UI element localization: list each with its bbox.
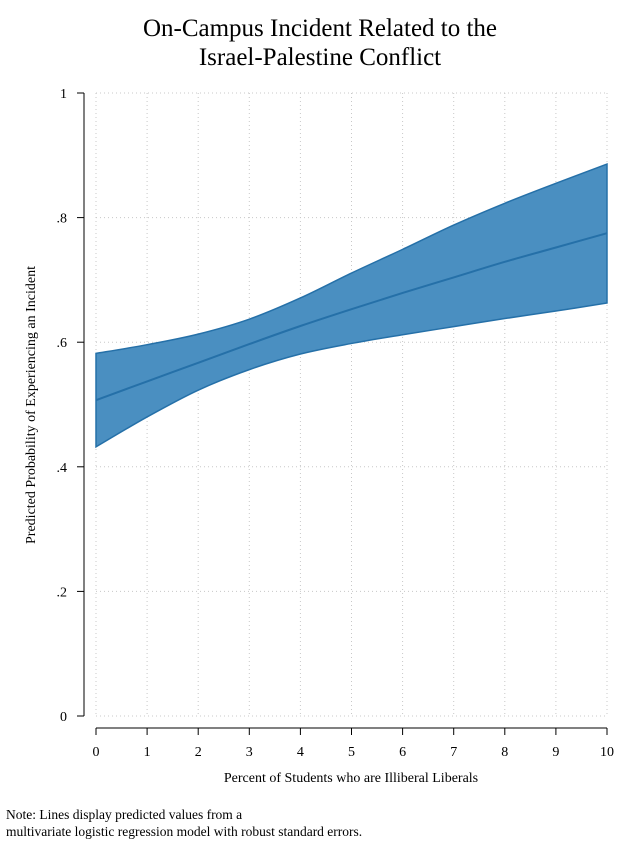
x-tick-label: 10 bbox=[600, 745, 614, 760]
y-tick-label: 0 bbox=[60, 710, 67, 725]
axes: 0 1 2 3 4 5 6 7 8 9 10 0 .2 .4 .6 .8 1 bbox=[57, 87, 615, 760]
y-tick-label: 1 bbox=[60, 87, 67, 102]
y-tick-label: .8 bbox=[57, 212, 68, 227]
x-tick-label: 0 bbox=[93, 745, 100, 760]
figure-note: Note: Lines display predicted values fro… bbox=[6, 806, 362, 840]
x-tick-label: 7 bbox=[450, 745, 457, 760]
x-tick-label: 3 bbox=[246, 745, 253, 760]
x-tick-label: 1 bbox=[144, 745, 151, 760]
prediction-line-layer bbox=[95, 232, 608, 402]
note-line-1: Note: Lines display predicted values fro… bbox=[6, 807, 243, 822]
x-tick-label: 5 bbox=[348, 745, 355, 760]
confidence-band-layer bbox=[95, 162, 608, 449]
x-tick-label: 8 bbox=[501, 745, 508, 760]
x-tick-label: 6 bbox=[399, 745, 406, 760]
chart-title-line-1: On-Campus Incident Related to the bbox=[142, 15, 498, 42]
x-tick-label: 9 bbox=[552, 745, 559, 760]
x-axis-title: Percent of Students who are Illiberal Li… bbox=[224, 771, 478, 786]
confidence-band bbox=[95, 162, 608, 449]
x-tick-label: 4 bbox=[297, 745, 304, 760]
y-tick-label: .2 bbox=[57, 585, 68, 600]
x-tick-label: 2 bbox=[195, 745, 202, 760]
prediction-line bbox=[95, 232, 608, 402]
chart-title-line-2: Israel-Palestine Conflict bbox=[198, 44, 442, 71]
grid bbox=[95, 92, 608, 717]
y-axis-title: Predicted Probability of Experiencing an… bbox=[24, 266, 39, 544]
note-line-2: multivariate logistic regression model w… bbox=[6, 824, 363, 839]
y-tick-label: .6 bbox=[57, 336, 68, 351]
y-tick-label: .4 bbox=[57, 461, 68, 476]
